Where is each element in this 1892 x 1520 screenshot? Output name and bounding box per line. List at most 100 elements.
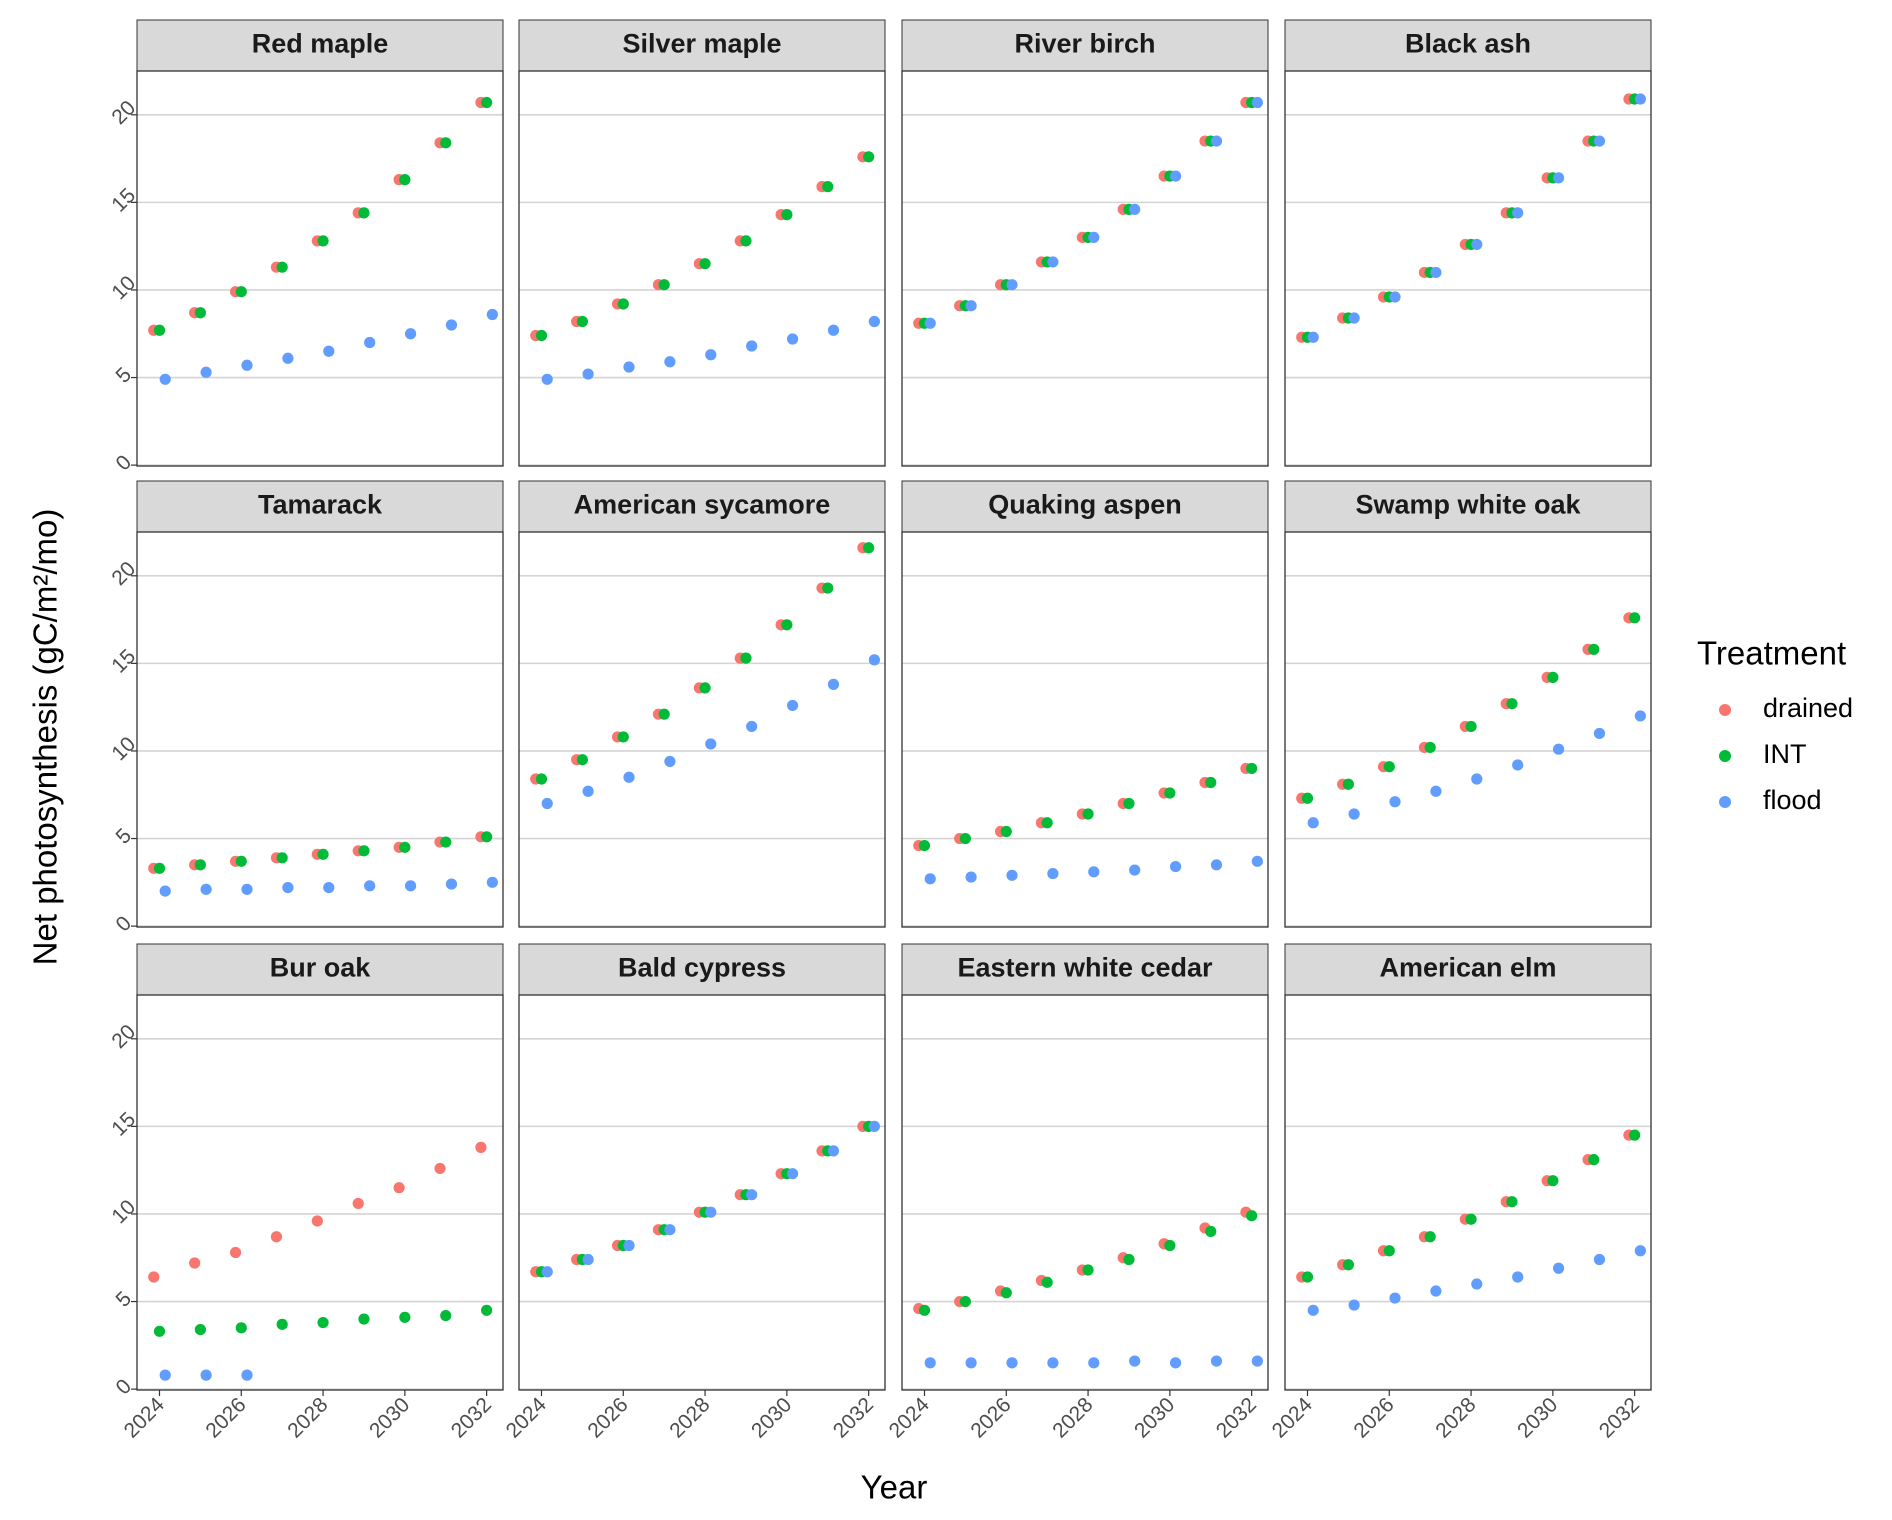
point [1593,727,1606,740]
point [1164,1239,1176,1252]
point [364,336,376,349]
point [481,831,493,843]
panel-border [901,994,1269,1391]
point [740,652,752,664]
x-tick-label: 2028 [1431,1393,1480,1442]
point [1000,1287,1012,1299]
point [1246,1210,1258,1222]
point [1210,135,1223,147]
point [541,1266,553,1278]
point [863,542,875,554]
point [699,258,711,270]
legend-label: INT [1763,739,1807,769]
point [1082,1264,1094,1276]
point [445,878,458,890]
panel-border [136,994,504,1391]
point [235,1322,247,1334]
panel-background [519,532,885,927]
point [786,333,799,345]
point [276,1318,288,1330]
point [1129,203,1141,215]
point [358,845,370,857]
panel-border [1284,994,1652,1391]
point [352,1197,364,1210]
panel-background [1285,71,1651,466]
panel-background [137,71,503,466]
point [1307,817,1319,829]
point [1629,612,1641,624]
point [1169,170,1182,182]
y-tick-label: 0 [111,451,136,476]
point [924,317,936,329]
point [965,300,977,312]
point [282,352,294,364]
y-tick-label: 5 [111,363,136,388]
point [1389,291,1401,303]
point [1552,172,1565,184]
point [1588,1154,1600,1166]
x-tick-label: 2028 [665,1393,714,1442]
point [1389,796,1401,808]
point [153,862,166,874]
legend-label: flood [1763,785,1822,815]
panel-border [136,531,504,928]
point [159,373,171,385]
point [576,754,588,766]
strip-title: American sycamore [574,490,831,520]
point [393,1182,405,1194]
point [781,619,793,631]
point [822,582,834,594]
y-tick-label: 10 [107,271,140,304]
point [1465,1213,1477,1225]
point [1006,1357,1018,1369]
strip [136,19,504,72]
x-tick-label: 2028 [283,1393,332,1442]
x-tick-label: 2024 [1268,1393,1318,1443]
point [582,785,594,797]
point [868,315,880,328]
point [664,356,676,368]
point [1006,279,1018,291]
strip-title: Black ash [1405,29,1531,59]
panel-background [902,532,1268,927]
point [1593,1253,1606,1266]
point [1348,808,1360,820]
point [1552,743,1565,755]
strip-title: Bald cypress [618,953,786,983]
strip [136,943,504,996]
point [1424,741,1436,754]
point [1552,1262,1565,1274]
legend-label: drained [1763,693,1853,723]
y-tick-label: 20 [107,96,140,129]
point [440,836,452,848]
x-tick-label: 2028 [1048,1393,1097,1442]
panel-border [518,994,886,1391]
point [276,852,288,864]
point [863,151,875,163]
point [481,96,493,109]
point [699,682,711,694]
point [189,1257,201,1269]
point [200,366,212,378]
point [1251,1355,1263,1367]
x-tick-label: 2032 [447,1393,496,1442]
point [194,307,206,319]
point [1342,1259,1354,1271]
point [1430,266,1442,279]
strip [901,480,1269,533]
x-tick-label: 2032 [1595,1393,1644,1442]
point [1307,1304,1319,1316]
strip-title: American elm [1379,953,1556,983]
point [440,137,452,149]
point [153,324,166,336]
x-tick-label: 2030 [1130,1393,1179,1442]
point [404,328,417,340]
panel-background [137,995,503,1390]
point [740,235,752,247]
point [827,324,840,336]
point [535,329,548,342]
point [965,1357,977,1369]
point [786,699,799,712]
point [475,1141,487,1153]
point [404,880,417,892]
